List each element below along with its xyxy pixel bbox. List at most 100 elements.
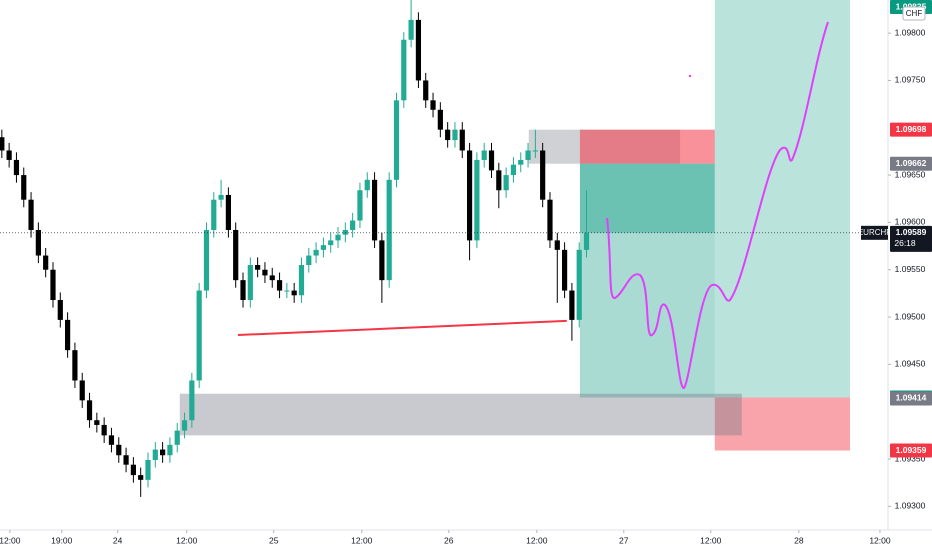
candle-body [313,249,319,256]
y-tick-label: 1.09800 [895,27,926,37]
candle-body [6,150,12,160]
candle-body [342,229,348,235]
y-tick-label: 1.09650 [895,169,926,179]
y-tick-label: 1.09550 [895,264,926,274]
candle-body [576,249,582,320]
x-tick-label: 12:00 [869,535,891,545]
candle-body [152,449,158,460]
last-price-box [890,225,932,252]
countdown-label: 26:18 [894,238,916,248]
candle-body [211,199,217,230]
candle-body [145,459,151,480]
candle-body [196,290,202,381]
candle-body [408,19,414,40]
candle-body [43,255,49,270]
candle-body [116,444,122,456]
candle-body [284,290,290,292]
candle-body [430,100,436,110]
candle-body [189,380,195,421]
x-tick-label: 12:00 [351,535,373,545]
symbol-label: EURCHF [858,228,891,237]
y-tick-label: 1.09350 [895,453,926,463]
candle-body [547,199,553,241]
candle-body [298,265,305,296]
y-tick-label: 1.09450 [895,359,926,369]
candle-body [233,229,239,281]
candle-body [94,420,100,425]
candle-body [371,179,378,241]
x-tick-label: 19:00 [51,535,73,545]
zone [579,163,715,233]
candle-body [0,137,5,151]
x-tick-label: 27 [619,535,629,545]
x-tick-label: 25 [269,535,279,545]
candle-body [50,269,56,301]
candle-body [306,255,312,265]
zone [714,397,850,451]
candle-body [255,265,261,270]
candle-body [218,194,224,200]
candle-body [488,150,495,171]
forecast-path [606,21,829,390]
x-tick-label: 24 [113,535,123,545]
candle-body [532,150,538,152]
x-tick-label: 12:00 [176,535,198,545]
candle-body [86,400,93,421]
x-tick-label: 12:00 [526,535,548,545]
candle-body [496,170,502,191]
x-tick-label: 28 [794,535,804,545]
candle-body [364,179,370,191]
candle-body [423,80,429,101]
zone [579,129,715,164]
price-label-box [890,391,932,406]
candle-body [386,179,392,281]
price-label-box [890,156,932,171]
candle-body [401,39,407,101]
price-label: 1.09662 [896,158,927,168]
symbol-box [861,225,888,240]
candle-body [123,455,129,465]
candle-body [393,100,400,180]
candle-body [481,150,487,160]
candle-body [21,175,27,200]
candle-body [65,319,71,351]
candle-body [108,435,115,445]
candle-body [540,150,546,200]
zone [179,393,742,436]
candle-body [130,464,136,476]
candle-body [379,240,385,281]
x-tick-label: 12:00 [0,535,21,545]
candle-body [518,159,524,165]
candle-body [320,245,327,250]
candle-body [583,232,590,250]
x-tick-label: 26 [444,535,454,545]
candle-body [291,290,297,296]
candle-body [35,229,41,256]
candle-body [262,269,268,276]
price-label: 1.09835 [896,1,927,11]
price-label: 1.09414 [896,393,927,403]
x-tick-label: 12:00 [700,535,722,545]
candle-body [525,150,531,160]
candle-body [247,265,253,301]
y-tick-label: 1.09750 [895,75,926,85]
candle-body [269,275,275,281]
candle-body [57,300,63,320]
candle-body [276,280,283,291]
candle-body [357,190,363,221]
currency: CHF [906,9,923,18]
candle-body [561,249,568,291]
trend-line [237,319,567,337]
candle-body [181,420,188,431]
y-tick-label: 1.09300 [895,501,926,511]
price-label-box [890,443,932,458]
candle-body [554,240,560,250]
currency-box [902,6,926,21]
candle-body [13,159,20,176]
candle-body [79,380,85,401]
zone [714,0,850,398]
price-label-box [890,122,932,137]
candle-body [225,194,231,230]
candle-body [415,19,422,81]
